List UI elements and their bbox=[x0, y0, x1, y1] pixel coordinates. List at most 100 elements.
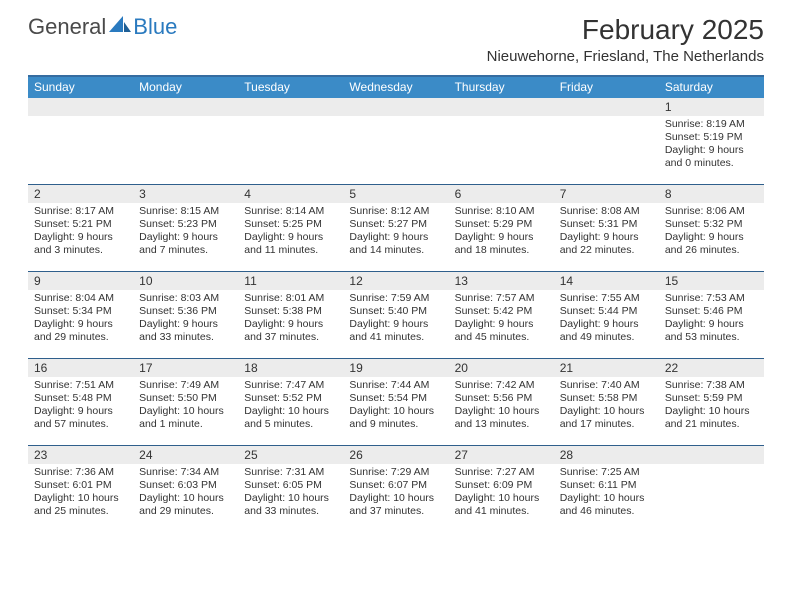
day-details: Sunrise: 7:25 AMSunset: 6:11 PMDaylight:… bbox=[554, 464, 659, 523]
day-header-mon: Monday bbox=[133, 77, 238, 98]
day-details: Sunrise: 7:53 AMSunset: 5:46 PMDaylight:… bbox=[659, 290, 764, 349]
day-line-sr: Sunrise: 8:14 AM bbox=[244, 205, 337, 218]
day-details: Sunrise: 7:49 AMSunset: 5:50 PMDaylight:… bbox=[133, 377, 238, 436]
day-line-sr: Sunrise: 7:31 AM bbox=[244, 466, 337, 479]
day-cell bbox=[133, 98, 238, 184]
day-header-fri: Friday bbox=[554, 77, 659, 98]
day-header-wed: Wednesday bbox=[343, 77, 448, 98]
day-line-dl2: and 18 minutes. bbox=[455, 244, 548, 257]
day-cell: 7Sunrise: 8:08 AMSunset: 5:31 PMDaylight… bbox=[554, 185, 659, 271]
day-line-ss: Sunset: 5:34 PM bbox=[34, 305, 127, 318]
day-details: Sunrise: 7:27 AMSunset: 6:09 PMDaylight:… bbox=[449, 464, 554, 523]
day-line-dl1: Daylight: 10 hours bbox=[560, 405, 653, 418]
day-line-sr: Sunrise: 8:06 AM bbox=[665, 205, 758, 218]
day-header-row: Sunday Monday Tuesday Wednesday Thursday… bbox=[28, 77, 764, 98]
day-number: 12 bbox=[343, 272, 448, 290]
day-details: Sunrise: 8:06 AMSunset: 5:32 PMDaylight:… bbox=[659, 203, 764, 262]
day-line-ss: Sunset: 5:54 PM bbox=[349, 392, 442, 405]
day-line-dl2: and 33 minutes. bbox=[244, 505, 337, 518]
day-details: Sunrise: 7:38 AMSunset: 5:59 PMDaylight:… bbox=[659, 377, 764, 436]
day-line-sr: Sunrise: 7:25 AM bbox=[560, 466, 653, 479]
page-title: February 2025 bbox=[487, 14, 764, 46]
day-number: 22 bbox=[659, 359, 764, 377]
day-number: 20 bbox=[449, 359, 554, 377]
day-line-sr: Sunrise: 8:15 AM bbox=[139, 205, 232, 218]
day-line-ss: Sunset: 5:52 PM bbox=[244, 392, 337, 405]
day-cell: 6Sunrise: 8:10 AMSunset: 5:29 PMDaylight… bbox=[449, 185, 554, 271]
day-line-ss: Sunset: 5:42 PM bbox=[455, 305, 548, 318]
day-details: Sunrise: 8:03 AMSunset: 5:36 PMDaylight:… bbox=[133, 290, 238, 349]
day-details: Sunrise: 7:34 AMSunset: 6:03 PMDaylight:… bbox=[133, 464, 238, 523]
location-text: Nieuwehorne, Friesland, The Netherlands bbox=[487, 48, 764, 65]
day-details: Sunrise: 8:10 AMSunset: 5:29 PMDaylight:… bbox=[449, 203, 554, 262]
day-number: 18 bbox=[238, 359, 343, 377]
day-line-dl2: and 29 minutes. bbox=[34, 331, 127, 344]
day-cell: 16Sunrise: 7:51 AMSunset: 5:48 PMDayligh… bbox=[28, 359, 133, 445]
day-line-dl1: Daylight: 10 hours bbox=[455, 405, 548, 418]
blank-day bbox=[133, 98, 238, 116]
day-line-dl1: Daylight: 10 hours bbox=[455, 492, 548, 505]
day-cell: 18Sunrise: 7:47 AMSunset: 5:52 PMDayligh… bbox=[238, 359, 343, 445]
day-line-ss: Sunset: 5:19 PM bbox=[665, 131, 758, 144]
day-line-sr: Sunrise: 7:27 AM bbox=[455, 466, 548, 479]
day-number: 10 bbox=[133, 272, 238, 290]
day-details: Sunrise: 7:36 AMSunset: 6:01 PMDaylight:… bbox=[28, 464, 133, 523]
day-details: Sunrise: 7:57 AMSunset: 5:42 PMDaylight:… bbox=[449, 290, 554, 349]
week-row: 2Sunrise: 8:17 AMSunset: 5:21 PMDaylight… bbox=[28, 184, 764, 271]
day-line-sr: Sunrise: 7:53 AM bbox=[665, 292, 758, 305]
day-line-dl1: Daylight: 10 hours bbox=[34, 492, 127, 505]
week-row: 16Sunrise: 7:51 AMSunset: 5:48 PMDayligh… bbox=[28, 358, 764, 445]
day-line-dl1: Daylight: 10 hours bbox=[349, 492, 442, 505]
day-line-dl2: and 21 minutes. bbox=[665, 418, 758, 431]
day-line-dl1: Daylight: 9 hours bbox=[349, 231, 442, 244]
day-cell: 4Sunrise: 8:14 AMSunset: 5:25 PMDaylight… bbox=[238, 185, 343, 271]
day-details: Sunrise: 7:40 AMSunset: 5:58 PMDaylight:… bbox=[554, 377, 659, 436]
day-number: 4 bbox=[238, 185, 343, 203]
day-line-sr: Sunrise: 7:49 AM bbox=[139, 379, 232, 392]
day-cell: 5Sunrise: 8:12 AMSunset: 5:27 PMDaylight… bbox=[343, 185, 448, 271]
day-number: 7 bbox=[554, 185, 659, 203]
day-number: 27 bbox=[449, 446, 554, 464]
day-cell: 1Sunrise: 8:19 AMSunset: 5:19 PMDaylight… bbox=[659, 98, 764, 184]
day-line-dl2: and 46 minutes. bbox=[560, 505, 653, 518]
day-line-dl1: Daylight: 9 hours bbox=[244, 231, 337, 244]
day-line-sr: Sunrise: 8:03 AM bbox=[139, 292, 232, 305]
day-line-ss: Sunset: 5:44 PM bbox=[560, 305, 653, 318]
day-number: 11 bbox=[238, 272, 343, 290]
day-line-ss: Sunset: 6:03 PM bbox=[139, 479, 232, 492]
day-cell: 19Sunrise: 7:44 AMSunset: 5:54 PMDayligh… bbox=[343, 359, 448, 445]
day-line-dl1: Daylight: 9 hours bbox=[34, 231, 127, 244]
day-line-sr: Sunrise: 7:47 AM bbox=[244, 379, 337, 392]
day-line-dl1: Daylight: 9 hours bbox=[665, 318, 758, 331]
day-number: 21 bbox=[554, 359, 659, 377]
day-line-sr: Sunrise: 8:19 AM bbox=[665, 118, 758, 131]
day-line-sr: Sunrise: 7:55 AM bbox=[560, 292, 653, 305]
day-line-ss: Sunset: 5:32 PM bbox=[665, 218, 758, 231]
day-number: 23 bbox=[28, 446, 133, 464]
day-line-sr: Sunrise: 8:12 AM bbox=[349, 205, 442, 218]
day-cell bbox=[238, 98, 343, 184]
day-line-dl1: Daylight: 10 hours bbox=[349, 405, 442, 418]
day-line-dl2: and 3 minutes. bbox=[34, 244, 127, 257]
day-number: 6 bbox=[449, 185, 554, 203]
day-cell: 17Sunrise: 7:49 AMSunset: 5:50 PMDayligh… bbox=[133, 359, 238, 445]
day-line-ss: Sunset: 5:36 PM bbox=[139, 305, 232, 318]
logo-sail-icon bbox=[109, 16, 131, 34]
day-line-ss: Sunset: 5:58 PM bbox=[560, 392, 653, 405]
day-number: 5 bbox=[343, 185, 448, 203]
day-cell: 2Sunrise: 8:17 AMSunset: 5:21 PMDaylight… bbox=[28, 185, 133, 271]
logo-text-general: General bbox=[28, 14, 106, 40]
blank-day bbox=[238, 98, 343, 116]
day-details: Sunrise: 7:55 AMSunset: 5:44 PMDaylight:… bbox=[554, 290, 659, 349]
day-number: 26 bbox=[343, 446, 448, 464]
day-number: 14 bbox=[554, 272, 659, 290]
week-row: 9Sunrise: 8:04 AMSunset: 5:34 PMDaylight… bbox=[28, 271, 764, 358]
blank-day bbox=[449, 98, 554, 116]
day-number: 2 bbox=[28, 185, 133, 203]
day-cell: 27Sunrise: 7:27 AMSunset: 6:09 PMDayligh… bbox=[449, 446, 554, 532]
day-line-dl1: Daylight: 9 hours bbox=[665, 231, 758, 244]
day-line-sr: Sunrise: 7:36 AM bbox=[34, 466, 127, 479]
day-line-ss: Sunset: 6:11 PM bbox=[560, 479, 653, 492]
day-line-dl2: and 37 minutes. bbox=[349, 505, 442, 518]
day-line-sr: Sunrise: 8:10 AM bbox=[455, 205, 548, 218]
